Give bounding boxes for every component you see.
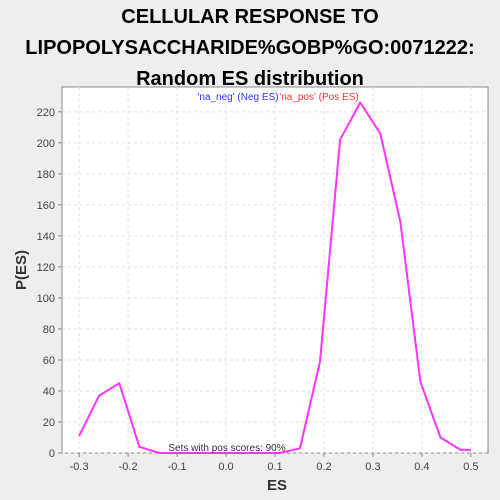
y-tick-label: 20: [43, 417, 55, 429]
series-line: [78, 101, 471, 454]
title-line-2: LIPOPOLYSACCHARIDE%GOBP%GO:0071222:: [25, 37, 475, 59]
y-tick-label: 40: [43, 386, 55, 398]
x-tick-label: 0.2: [316, 461, 331, 473]
series-group: [78, 101, 471, 454]
x-tick-label: -0.3: [70, 461, 89, 473]
x-tick-label: -0.1: [168, 461, 187, 473]
x-tick-label: -0.2: [119, 461, 138, 473]
y-tick-label: 220: [37, 107, 55, 119]
y-axis-label: P(ES): [13, 250, 30, 290]
legend-pos-es: 'na_pos' (Pos ES): [279, 92, 358, 103]
x-axis-label: ES: [267, 477, 287, 494]
y-tick-label: 140: [37, 231, 55, 243]
x-tick-label: 0.4: [414, 461, 429, 473]
title-line-3: Random ES distribution: [136, 68, 364, 90]
y-tick-label: 200: [37, 138, 55, 150]
grid-lines: [62, 87, 488, 454]
x-axis: -0.3 -0.2 -0.1 0.0 0.1 0.2 0.3 0.4 0.5: [70, 453, 479, 473]
y-axis: 0 20 40 60 80 100 120 140 160 180 200 220: [37, 107, 62, 460]
y-tick-label: 180: [37, 169, 55, 181]
y-tick-label: 0: [49, 448, 55, 460]
y-tick-label: 120: [37, 262, 55, 274]
y-tick-label: 80: [43, 324, 55, 336]
x-tick-label: 0.5: [463, 461, 478, 473]
x-tick-label: 0.1: [267, 461, 282, 473]
title-line-1: CELLULAR RESPONSE TO: [121, 6, 379, 28]
legend-neg-es: 'na_neg' (Neg ES): [197, 92, 278, 103]
x-tick-label: 0.3: [365, 461, 380, 473]
y-tick-label: 60: [43, 355, 55, 367]
y-tick-label: 160: [37, 200, 55, 212]
pos-score-annotation: Sets with pos scores: 90%: [168, 443, 285, 454]
chart-title: CELLULAR RESPONSE TO LIPOPOLYSACCHARIDE%…: [0, 2, 500, 95]
x-tick-label: 0.0: [218, 461, 233, 473]
y-tick-label: 100: [37, 293, 55, 305]
